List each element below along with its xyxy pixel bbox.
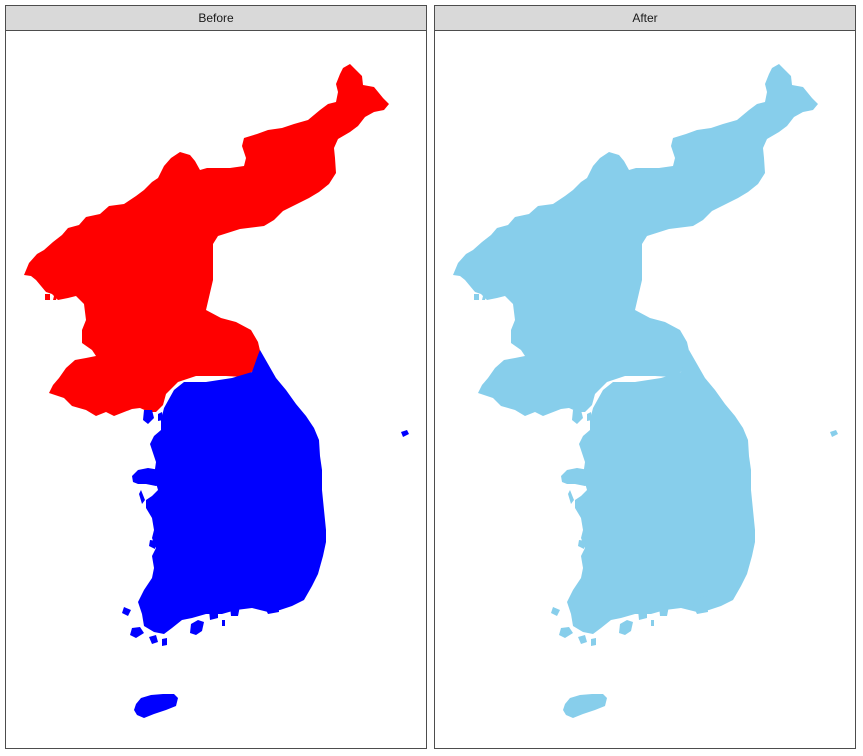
south-island [659,606,669,616]
south-island [587,412,592,421]
facet-strip-title: Before [6,6,426,31]
south-island [401,430,409,437]
north-islet [53,296,57,300]
south-island [559,627,573,638]
south-island [651,620,654,626]
south-island [230,606,240,616]
south-island [130,627,144,638]
south-island [619,620,633,635]
south-island [572,410,583,424]
south-island [578,635,587,644]
south-island [568,490,574,504]
north-region [453,64,818,416]
south-korea-shape [138,350,326,634]
north-islet [482,296,486,300]
south-island [830,430,838,437]
south-island [139,490,145,504]
south-island [158,412,163,421]
south-island [591,638,596,646]
south-region [122,350,409,718]
south-island [162,638,167,646]
south-island [149,635,158,644]
south-island [561,468,601,486]
north-region [24,64,389,416]
south-island [693,596,708,614]
south-island [578,540,586,549]
facet-strip-title: After [435,6,855,31]
north-islet [45,294,50,300]
south-island [143,410,154,424]
south-korea-shape [567,350,755,634]
jeju-island [134,694,178,718]
north-korea-shape [453,64,818,416]
map-canvas [24,64,409,718]
north-islet [474,294,479,300]
south-island [264,596,279,614]
south-island [209,610,218,620]
south-region [551,350,838,718]
facet-panel-after: After [434,5,856,749]
south-island [551,607,560,616]
south-island [122,607,131,616]
north-korea-shape [24,64,389,416]
south-island [638,610,647,620]
map-canvas [453,64,838,718]
south-island [132,468,172,486]
south-island [190,620,204,635]
south-island [149,540,157,549]
south-island [222,620,225,626]
facet-panel-before: Before [5,5,427,749]
jeju-island [563,694,607,718]
